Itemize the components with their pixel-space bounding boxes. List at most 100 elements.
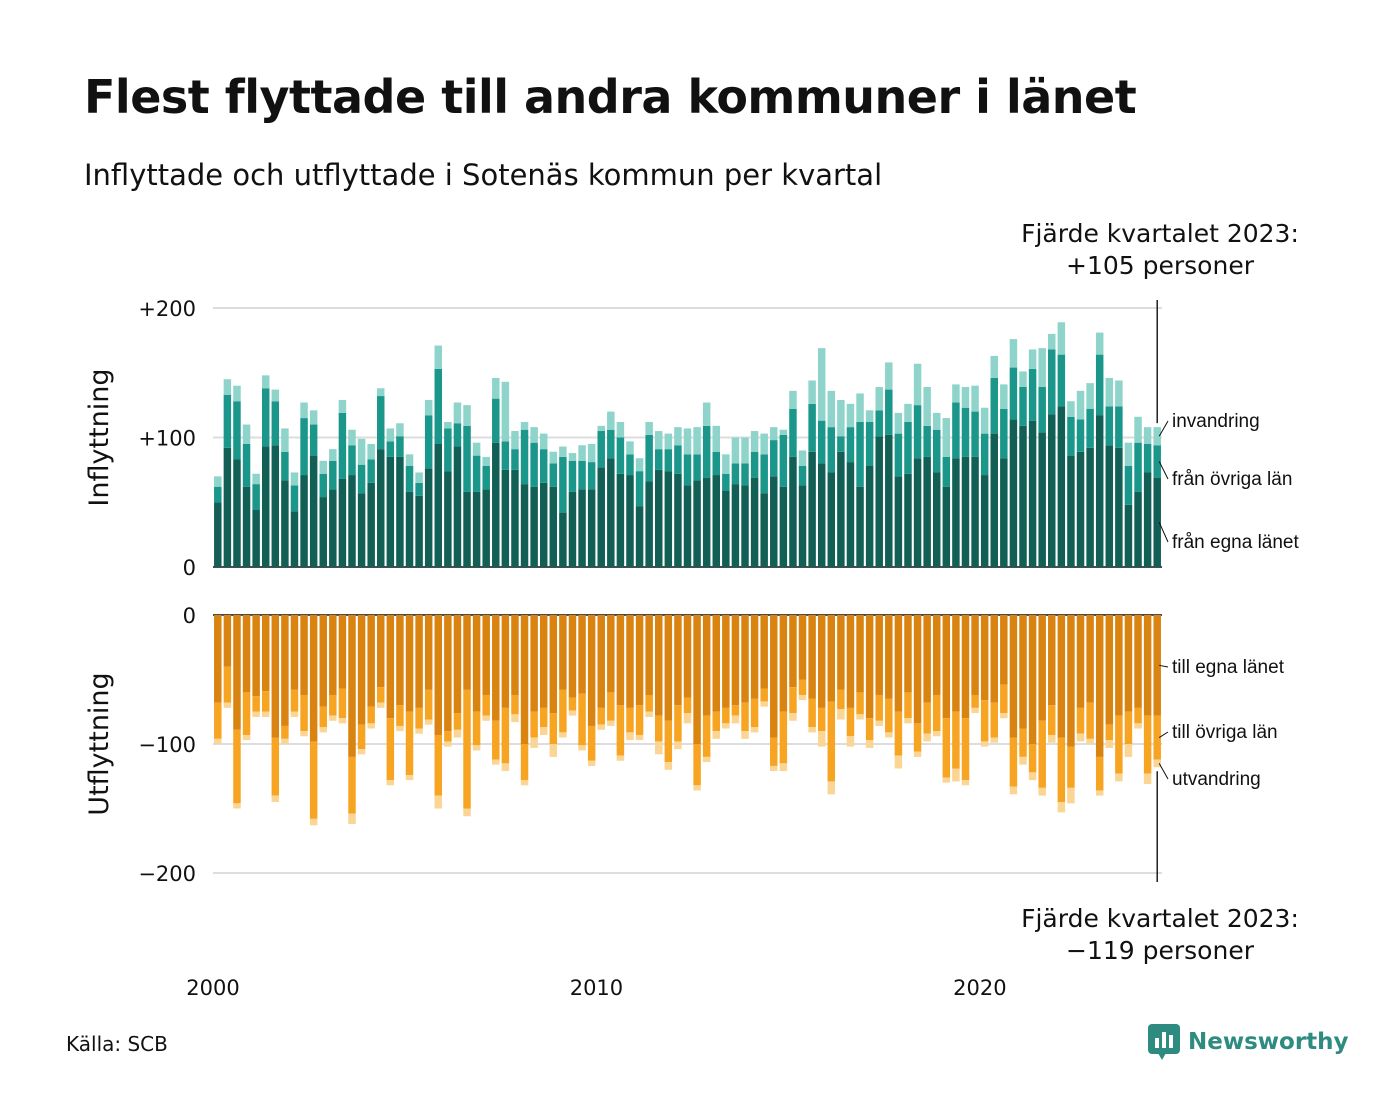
bar-in-q30-s1	[492, 398, 500, 443]
bar-out-q77-s2	[942, 777, 951, 783]
bar-in-q86-s0	[1028, 420, 1037, 567]
bar-out-q18-s1	[377, 687, 385, 703]
bar-in-q37-s0	[559, 512, 567, 567]
bar-in-q89-s1	[1057, 354, 1066, 407]
series-label-leader-out	[1159, 664, 1169, 668]
bar-in-q46-s0	[645, 481, 653, 567]
bar-out-q28-s1	[472, 711, 481, 746]
bar-in-q30-s0	[492, 442, 500, 567]
bar-in-q96-s1	[1124, 465, 1133, 505]
bar-out-q49-s1	[674, 705, 682, 742]
bar-out-q99-s1	[1153, 715, 1161, 760]
bar-in-q25-s2	[444, 421, 452, 429]
bar-in-q94-s0	[1105, 445, 1114, 567]
bar-out-q36-s1	[549, 713, 558, 744]
bar-in-q84-s0	[1009, 419, 1018, 567]
bar-out-q20-s1	[396, 705, 404, 726]
bar-in-q81-s1	[980, 433, 989, 476]
bar-out-q66-s2	[837, 709, 845, 720]
bar-out-q82-s0	[990, 615, 998, 703]
bar-out-q46-s1	[645, 694, 653, 712]
bar-out-q44-s0	[626, 615, 634, 708]
bar-in-q95-s2	[1115, 380, 1123, 407]
bar-out-q36-s2	[549, 744, 558, 757]
bar-in-q78-s1	[952, 402, 960, 459]
bar-out-q4-s0	[242, 615, 251, 693]
bar-in-q50-s1	[683, 454, 692, 486]
bar-in-q32-s2	[511, 431, 519, 450]
bar-out-q22-s0	[415, 615, 423, 708]
bar-out-q51-s0	[693, 615, 701, 744]
bar-out-q76-s2	[932, 731, 941, 737]
bar-out-q19-s2	[386, 780, 395, 786]
y-tick-in: +200	[138, 297, 196, 321]
bar-in-q75-s1	[923, 425, 931, 457]
bar-out-q5-s1	[252, 696, 260, 712]
y-tick-in: +100	[138, 427, 196, 451]
bar-in-q85-s1	[1019, 387, 1027, 426]
series-label-out: till övriga län	[1172, 722, 1278, 743]
bar-out-q59-s2	[770, 765, 778, 772]
bar-out-q8-s2	[281, 738, 289, 744]
bar-out-q53-s1	[712, 711, 720, 732]
bar-out-q64-s0	[817, 615, 826, 708]
bar-in-q38-s2	[568, 453, 577, 461]
bar-out-q41-s1	[597, 707, 605, 725]
bar-in-q91-s2	[1076, 390, 1085, 420]
bar-in-q33-s2	[520, 421, 529, 430]
bar-in-q8-s1	[281, 451, 289, 481]
bar-in-q71-s1	[885, 389, 893, 435]
bar-in-q79-s0	[961, 456, 970, 567]
y-axis-title-in: Inflyttning	[84, 368, 115, 506]
bar-out-q19-s1	[386, 718, 395, 781]
bar-in-q57-s1	[750, 451, 759, 478]
bar-out-q53-s2	[712, 731, 720, 739]
bar-out-q79-s1	[961, 718, 970, 781]
bar-in-q98-s0	[1143, 472, 1152, 567]
bar-out-q32-s2	[511, 714, 519, 723]
bar-in-q32-s1	[511, 449, 519, 470]
bar-out-q55-s1	[731, 705, 740, 716]
bar-in-q49-s2	[674, 427, 682, 446]
bar-out-q73-s2	[904, 718, 912, 724]
bar-out-q97-s0	[1134, 615, 1142, 708]
annotation-in-line1: Fjärde kvartalet 2023:	[1021, 219, 1299, 248]
bar-out-q37-s1	[559, 689, 567, 733]
bar-in-q58-s2	[760, 433, 768, 455]
bar-in-q67-s2	[846, 403, 855, 428]
bar-out-q44-s1	[626, 707, 634, 733]
bar-in-q23-s1	[424, 415, 433, 469]
bar-in-q16-s1	[357, 464, 366, 494]
bar-in-q51-s1	[693, 454, 701, 481]
bar-in-q60-s1	[779, 434, 788, 487]
annotation-in-line2: +105 personer	[1066, 251, 1255, 280]
bar-in-q63-s1	[808, 403, 816, 452]
bar-in-q13-s1	[329, 460, 337, 490]
bar-out-q14-s1	[338, 688, 347, 719]
bar-in-q33-s0	[520, 484, 529, 567]
bar-in-q6-s0	[261, 446, 270, 567]
bar-in-q62-s1	[798, 465, 807, 486]
bar-out-q89-s0	[1057, 615, 1066, 738]
bar-in-q29-s2	[482, 456, 490, 466]
bar-out-q86-s0	[1028, 615, 1037, 744]
bar-out-q48-s0	[664, 615, 673, 721]
bar-in-q16-s0	[357, 493, 366, 567]
bar-out-q29-s0	[482, 615, 490, 695]
bar-in-q66-s2	[837, 399, 845, 437]
bar-out-q31-s0	[501, 615, 510, 708]
bar-in-q59-s0	[770, 476, 778, 567]
bar-in-q4-s2	[242, 424, 251, 444]
newsworthy-logo-icon	[1148, 1024, 1180, 1060]
bar-in-q92-s1	[1086, 409, 1094, 448]
bar-in-q24-s1	[434, 368, 443, 444]
bar-out-q22-s2	[415, 728, 423, 734]
bar-out-q8-s1	[281, 725, 289, 739]
bar-in-q71-s0	[885, 434, 893, 567]
bar-out-q9-s0	[290, 615, 299, 690]
bar-out-q26-s2	[453, 729, 462, 738]
bar-out-q13-s1	[329, 694, 337, 716]
bar-in-q89-s0	[1057, 406, 1066, 567]
bar-out-q72-s0	[894, 615, 903, 712]
